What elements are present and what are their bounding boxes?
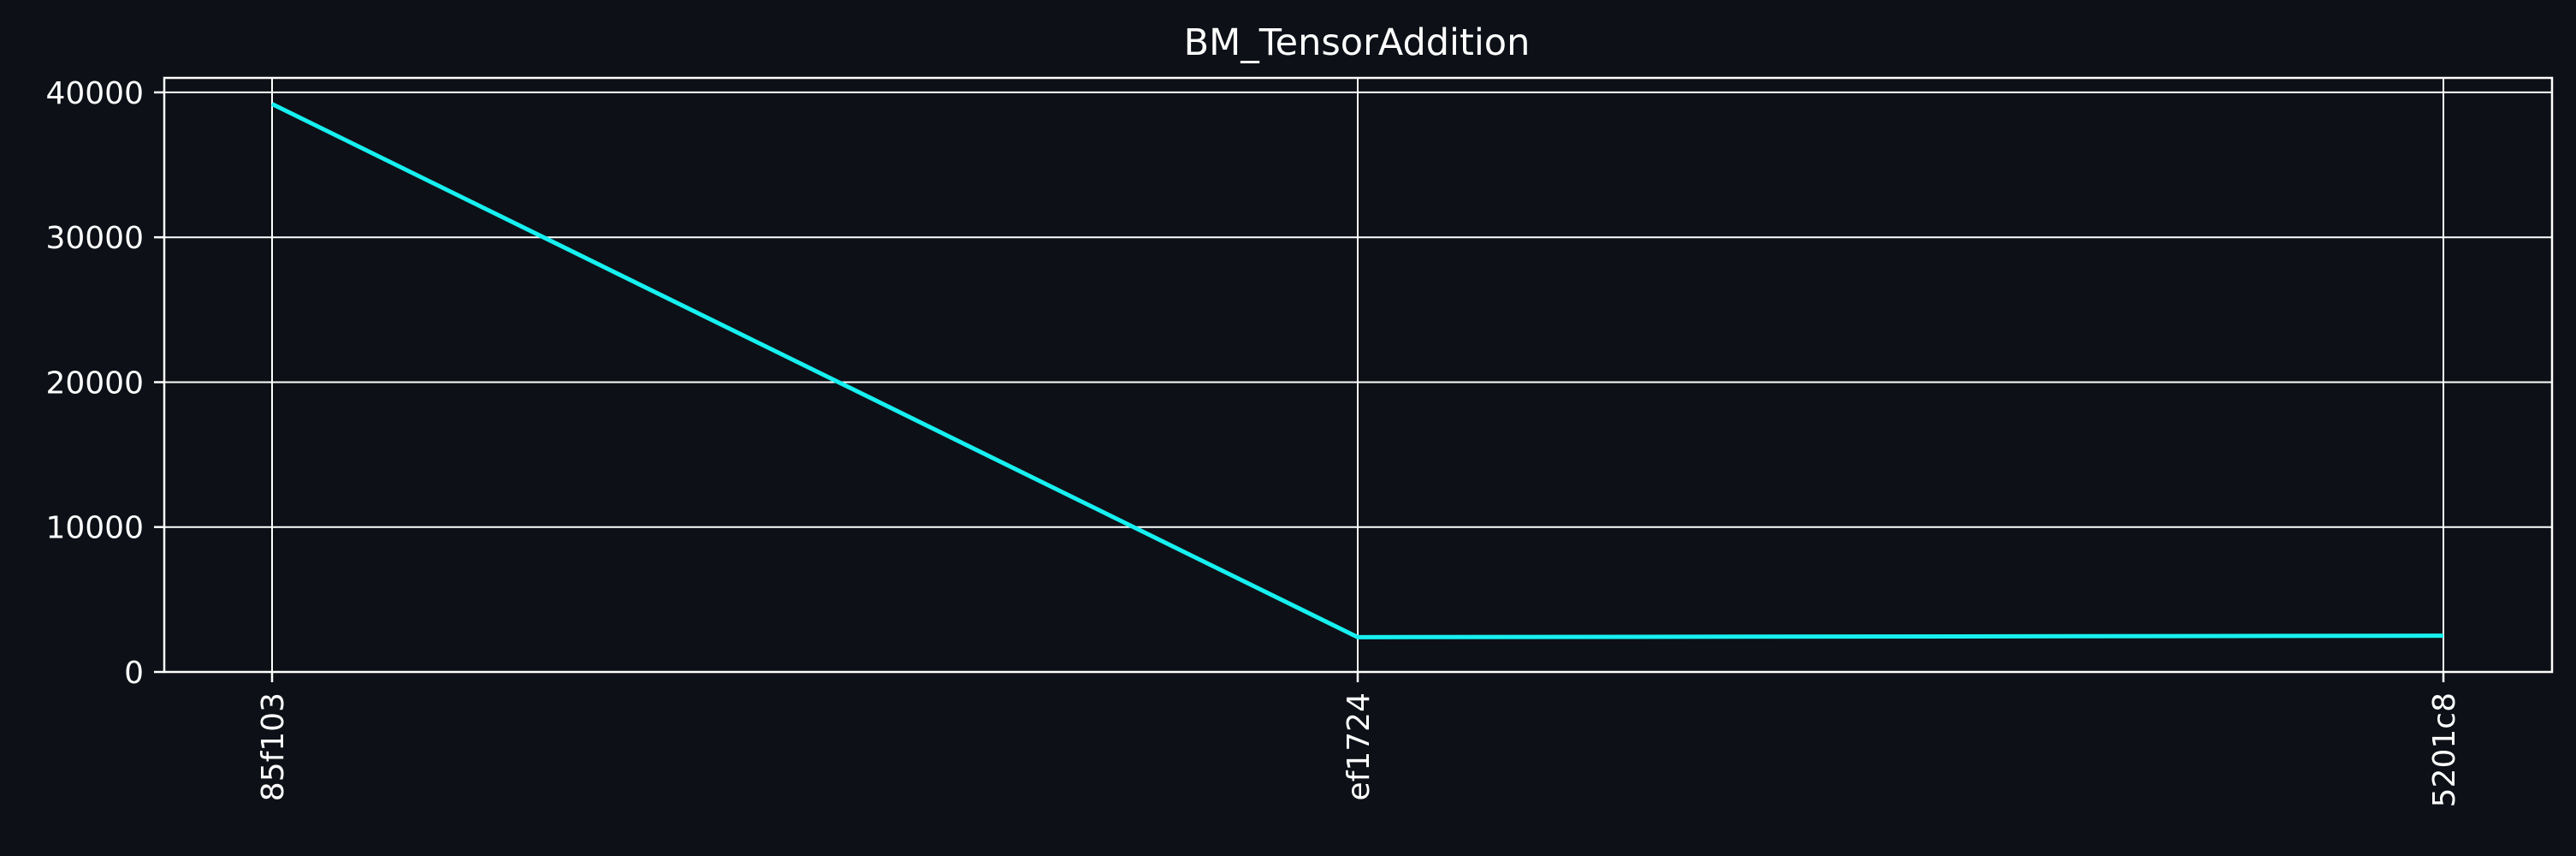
y-axis: 0 10000 20000 30000 40000 xyxy=(45,76,164,691)
x-tick-label: 5201c8 xyxy=(2427,693,2462,807)
y-tick-label: 40000 xyxy=(45,76,144,111)
series-line xyxy=(270,102,2444,639)
y-tick-label: 10000 xyxy=(45,511,144,546)
x-tick-label: 85f103 xyxy=(256,693,291,801)
y-tick-label: 20000 xyxy=(45,366,144,401)
series-layer xyxy=(270,102,2444,639)
x-axis: 85f103 ef1724 5201c8 xyxy=(256,672,2462,807)
x-tick-label: ef1724 xyxy=(1341,693,1377,800)
chart-title: BM_TensorAddition xyxy=(1184,21,1531,64)
y-tick-label: 30000 xyxy=(45,221,144,256)
y-tick-label: 0 xyxy=(124,656,144,691)
